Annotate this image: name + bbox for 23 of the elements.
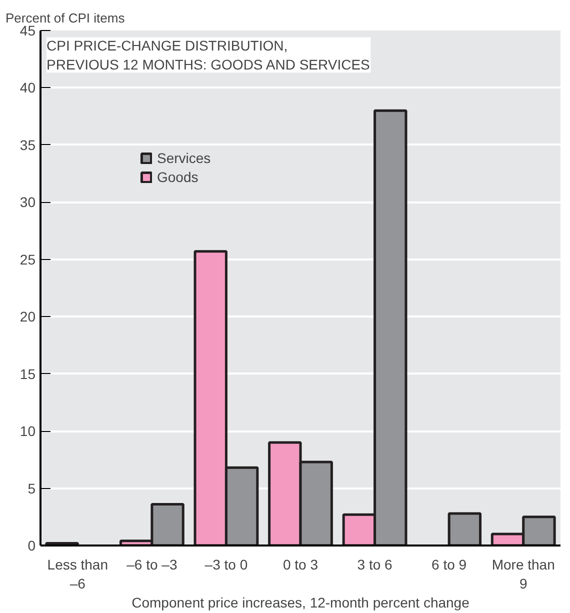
bar (448, 512, 482, 546)
y-tick-label: 45 (20, 22, 36, 38)
y-tick-label: 40 (20, 80, 36, 96)
x-tick-label: 0 to 3 (282, 556, 318, 572)
x-tick-label: More than 9 (492, 556, 555, 592)
text: CPI PRICE-CHANGE DISTRIBUTION, PREVIOUS 12 MONTHS: GOODS AND SERVICES (46, 37, 370, 73)
x-axis-title: Component price increases, 12-month percent change (132, 594, 470, 611)
y-tick-label: 30 (20, 194, 36, 210)
y-tick-label: 10 (20, 423, 36, 440)
x-tick-label: Less than –6 (47, 556, 108, 592)
x-tick-label: –6 to –3 (126, 556, 178, 572)
y-tick-label: 25 (20, 251, 36, 268)
x-tick-label: 6 to 9 (432, 556, 467, 572)
legend-label: Services (157, 150, 211, 166)
y-axis-title: Percent of CPI items (6, 10, 126, 26)
legend-label: Goods (157, 169, 198, 185)
y-tick-label: 5 (28, 480, 36, 496)
y-tick-label: 35 (20, 136, 36, 153)
x-tick-label: 3 to 6 (357, 556, 393, 572)
x-tick-label: –3 to 0 (204, 556, 248, 572)
y-tick-label: 15 (20, 366, 36, 382)
y-tick-label: 0 (28, 538, 36, 554)
y-tick-label: 20 (20, 308, 36, 325)
